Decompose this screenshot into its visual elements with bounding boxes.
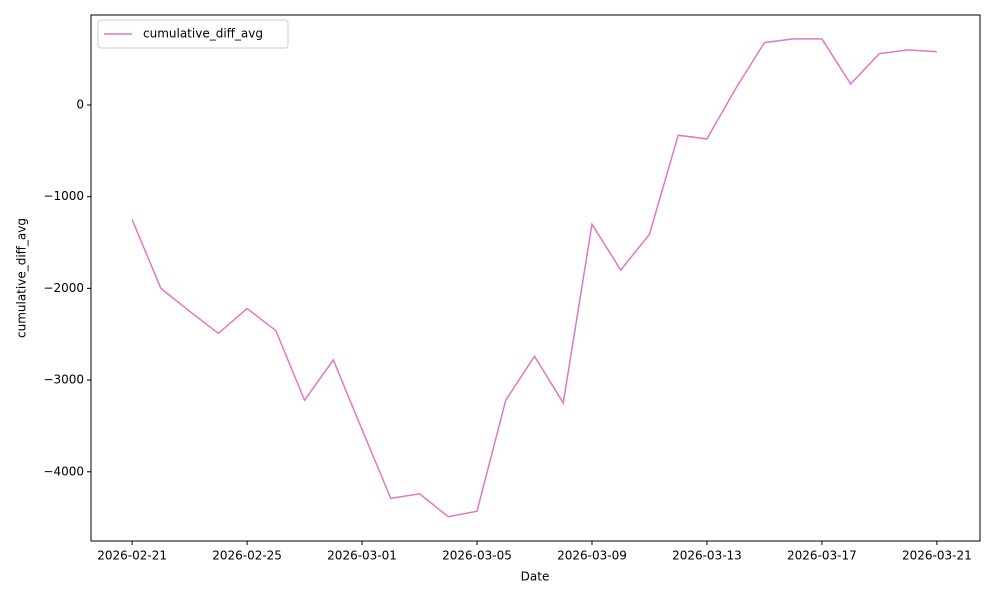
x-tick-label: 2026-03-13 — [672, 549, 742, 563]
legend-label: cumulative_diff_avg — [143, 27, 263, 41]
y-tick-label: 0 — [76, 97, 84, 111]
x-tick-label: 2026-03-09 — [557, 549, 627, 563]
y-tick-label: −4000 — [43, 464, 84, 478]
x-tick-label: 2026-03-05 — [442, 549, 512, 563]
legend-box — [97, 19, 289, 49]
x-tick-label: 2026-03-21 — [902, 549, 972, 563]
x-axis-label: Date — [521, 570, 550, 584]
y-tick-label: −1000 — [43, 189, 84, 203]
x-tick-label: 2026-02-21 — [97, 549, 167, 563]
line-series — [131, 38, 937, 518]
y-axis-label: cumulative_diff_avg — [15, 218, 29, 338]
plot-frame — [90, 14, 981, 542]
y-tick-label: −2000 — [43, 281, 84, 295]
x-tick-label: 2026-03-01 — [327, 549, 397, 563]
x-tick-label: 2026-03-17 — [787, 549, 857, 563]
y-tick-label: −3000 — [43, 373, 84, 387]
x-tick-label: 2026-02-25 — [212, 549, 282, 563]
